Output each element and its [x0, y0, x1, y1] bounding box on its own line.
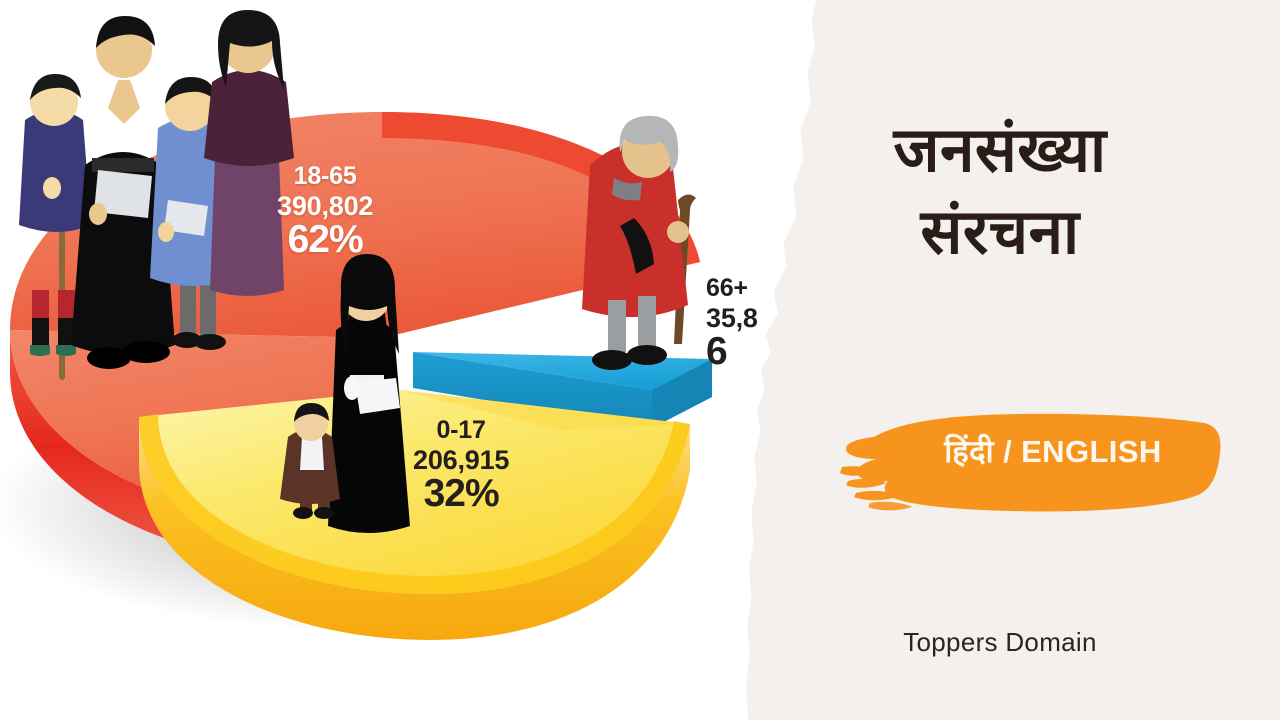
- figure-woman-black-abaya: [328, 254, 410, 533]
- pie-label-children-range: 0-17: [436, 416, 486, 444]
- pie-label-adults-percent: 62%: [287, 218, 364, 262]
- pie-label-children-percent: 32%: [423, 472, 500, 516]
- pie-slice-children-side: [139, 417, 690, 640]
- pie-slice-elderly-rim: [652, 359, 712, 428]
- figure-woman-purple-coat: [204, 10, 294, 296]
- pie-slice-elderly-side: [413, 352, 712, 428]
- figure-elderly-person-red-coat: [582, 115, 696, 370]
- figure-child-brown-dress: [280, 403, 340, 519]
- page-title-line-1: जनसंख्या: [893, 116, 1107, 185]
- pie-label-adults: 18-65 390,802 62%: [277, 163, 373, 260]
- pie-label-children: 0-17 206,915 32%: [413, 417, 509, 514]
- pie-slice-children-wedge-notch: [400, 390, 690, 430]
- pie-label-adults-count: 390,802: [277, 190, 374, 221]
- brush-stroke-icon: [840, 413, 1221, 512]
- pie-slice-children-top: [139, 390, 690, 594]
- pie-label-children-count: 206,915: [413, 444, 510, 475]
- pie-label-adults-range: 18-65: [293, 162, 357, 190]
- pie-label-elderly-percent: 6: [706, 330, 728, 374]
- population-pie-chart: [0, 10, 712, 640]
- figure-tall-person-black-coat: [71, 16, 175, 369]
- figure-elderly-person-with-cane-navy: [19, 74, 91, 380]
- right-panel-content: जनसंख्या संरचना हिंदी / ENGLISH Toppers …: [720, 0, 1280, 720]
- pie-label-elderly-range: 66+: [706, 274, 748, 302]
- language-badge-label: हिंदी / ENGLISH: [944, 434, 1162, 469]
- language-badge[interactable]: हिंदी / ENGLISH: [832, 393, 1222, 523]
- page-title-line-2: संरचना: [920, 197, 1080, 267]
- pie-slice-children: [139, 390, 690, 640]
- infographic-panel: 18-65 390,802 62% 0-17 206,915 32% 66+ 3…: [0, 10, 758, 640]
- brand-name: Toppers Domain: [903, 627, 1097, 657]
- page-title: जनसंख्या संरचना: [720, 110, 1280, 274]
